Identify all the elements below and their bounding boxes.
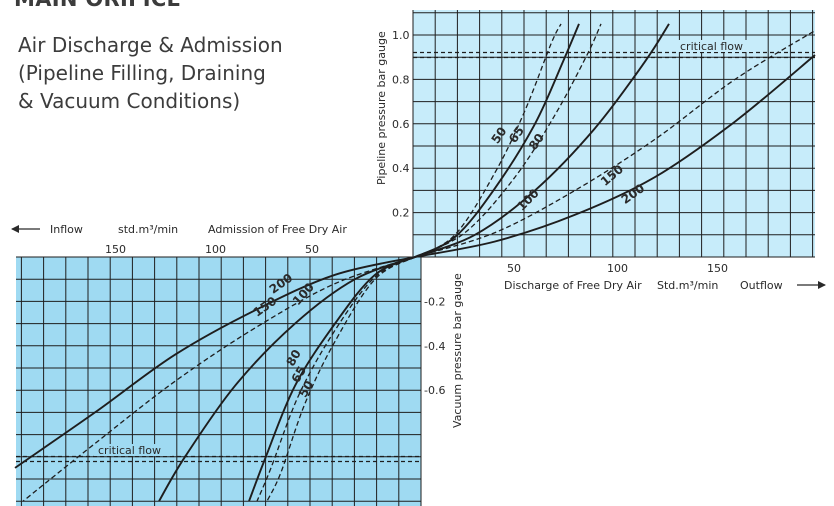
y-tick-lower-1: -0.4 xyxy=(424,340,445,353)
y-tick-upper-2: 0.6 xyxy=(392,118,410,131)
admission-series-200 xyxy=(14,256,416,469)
upper-right-grid-bg xyxy=(413,10,815,257)
discharge-series-100 xyxy=(414,23,670,258)
x-axis-title-upper: Discharge of Free Dry Air xyxy=(504,279,642,292)
x-tick-upper-0: 50 xyxy=(507,262,521,275)
discharge-series-80 xyxy=(414,23,602,258)
admission-series-50 xyxy=(266,256,416,502)
chart-subtitle-line-1: Air Discharge & Admission xyxy=(18,33,283,57)
direction-label-outflow: Outflow xyxy=(740,279,783,292)
chart-subtitle-line-3: & Vacuum Conditions) xyxy=(18,89,241,113)
x-axis-title-lower: Admission of Free Dry Air xyxy=(208,223,347,236)
y-axis-title-lower: Vacuum pressure bar gauge xyxy=(451,273,464,428)
critical-flow-upper-label: critical flow xyxy=(680,40,743,53)
x-tick-lower-2: 50 xyxy=(305,243,319,256)
x-axis-unit-lower: std.m³/min xyxy=(118,223,178,236)
critical-flow-upper-label-bg xyxy=(676,39,754,52)
y-tick-lower-2: -0.6 xyxy=(424,384,445,397)
discharge-series-50 xyxy=(414,23,562,258)
critical-flow-lower-label: critical flow xyxy=(98,444,161,457)
admission-series-100 xyxy=(158,256,416,502)
x-tick-lower-1: 100 xyxy=(205,243,226,256)
y-tick-lower-0: -0.2 xyxy=(424,295,445,308)
y-axis-title-upper: Pipeline pressure bar gauge xyxy=(375,31,388,185)
admission-series-150 xyxy=(22,256,416,502)
discharge-series-150 xyxy=(414,30,816,258)
admission-series-80 xyxy=(248,256,416,502)
outflow-arrow-head xyxy=(818,281,826,289)
discharge-series-200 xyxy=(414,54,816,258)
x-tick-lower-0: 150 xyxy=(105,243,126,256)
y-tick-upper-4: 1.0 xyxy=(392,29,410,42)
admission-series-65 xyxy=(256,256,416,502)
critical-flow-lower-label-bg xyxy=(94,444,172,457)
x-tick-upper-2: 150 xyxy=(707,262,728,275)
chart-title: MAIN ORIFICE xyxy=(14,0,181,11)
inflow-arrow-head xyxy=(11,225,19,233)
y-tick-upper-0: 0.2 xyxy=(392,207,410,220)
chart-subtitle-line-2: (Pipeline Filling, Draining xyxy=(18,61,266,85)
y-tick-upper-3: 0.8 xyxy=(392,73,410,86)
x-tick-upper-1: 100 xyxy=(607,262,628,275)
direction-label-inflow: Inflow xyxy=(50,223,83,236)
x-axis-unit-upper: Std.m³/min xyxy=(657,279,718,292)
discharge-series-65 xyxy=(414,23,580,258)
y-tick-upper-1: 0.4 xyxy=(392,162,410,175)
